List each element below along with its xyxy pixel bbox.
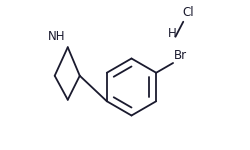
Text: Cl: Cl xyxy=(182,6,193,19)
Text: NH: NH xyxy=(48,30,65,44)
Text: Br: Br xyxy=(173,49,186,62)
Text: H: H xyxy=(168,27,176,40)
